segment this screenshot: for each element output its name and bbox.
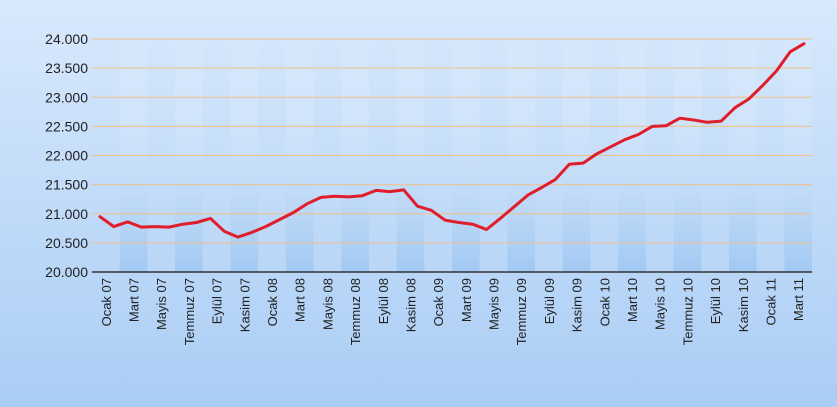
column-band <box>285 33 314 272</box>
x-tick-label: Mayis 09 <box>487 278 502 330</box>
x-tick-label: Temmuz 07 <box>182 278 197 345</box>
x-tick-label: Ocak 08 <box>265 278 280 326</box>
x-tick-label: Mart 08 <box>293 278 308 322</box>
gridlines <box>92 38 812 244</box>
column-band <box>728 33 757 272</box>
x-tick-label: Eylül 09 <box>542 278 557 324</box>
column-band <box>452 33 480 272</box>
x-tick-label: Mart 11 <box>791 278 806 321</box>
x-tick-label: Mart 09 <box>459 278 474 322</box>
y-tick-label: 23.500 <box>45 60 88 76</box>
y-tick-label: 20.500 <box>45 235 88 251</box>
x-tick-label: Eylül 08 <box>376 278 391 324</box>
x-tick-label: Mayis 08 <box>320 278 335 330</box>
series <box>98 42 806 239</box>
x-tick-label: Mayis 10 <box>653 278 668 330</box>
column-bands <box>119 33 812 272</box>
column-band <box>119 33 148 272</box>
y-tick-label: 22.500 <box>45 118 88 134</box>
x-tick-label: Temmuz 09 <box>514 278 529 345</box>
x-tick-label: Ocak 11 <box>763 278 778 325</box>
x-tick-label: Ocak 09 <box>431 278 446 326</box>
column-band <box>673 33 702 272</box>
series-line <box>98 42 806 239</box>
x-tick-label: Eylül 10 <box>708 278 723 324</box>
column-band <box>562 33 591 272</box>
column-band <box>341 33 369 272</box>
x-axis: Ocak 07 Mart 07 Mayis 07 Temmuz 07 Eylül 07 K… <box>99 278 806 345</box>
x-tick-label: Mayis 07 <box>154 278 169 330</box>
x-tick-label: Kasim 10 <box>736 278 751 332</box>
x-tick-label: Temmuz 10 <box>680 278 695 345</box>
y-tick-label: 21.000 <box>45 206 88 222</box>
column-band <box>507 33 536 272</box>
column-band <box>618 33 646 272</box>
x-tick-label: Eylül 07 <box>210 278 225 324</box>
x-tick-label: Temmuz 08 <box>348 278 363 345</box>
y-axis: 20.000 20.500 21.000 21.500 22.000 22.500 23.0… <box>45 31 812 280</box>
column-band <box>175 33 203 272</box>
x-tick-label: Kasim 09 <box>570 278 585 332</box>
column-band <box>784 33 812 272</box>
y-tick-label: 23.000 <box>45 89 88 105</box>
y-tick-label: 24.000 <box>45 31 88 47</box>
column-band <box>396 33 425 272</box>
x-tick-label: Kasim 07 <box>237 278 252 332</box>
x-tick-label: Mart 10 <box>625 278 640 322</box>
y-tick-label: 22.000 <box>45 148 88 164</box>
x-tick-label: Kasim 08 <box>403 278 418 332</box>
x-tick-label: Ocak 10 <box>597 278 612 326</box>
x-tick-label: Ocak 07 <box>99 278 114 326</box>
y-tick-label: 20.000 <box>45 264 88 280</box>
x-tick-label: Mart 07 <box>127 278 142 322</box>
y-tick-label: 21.500 <box>45 177 88 193</box>
